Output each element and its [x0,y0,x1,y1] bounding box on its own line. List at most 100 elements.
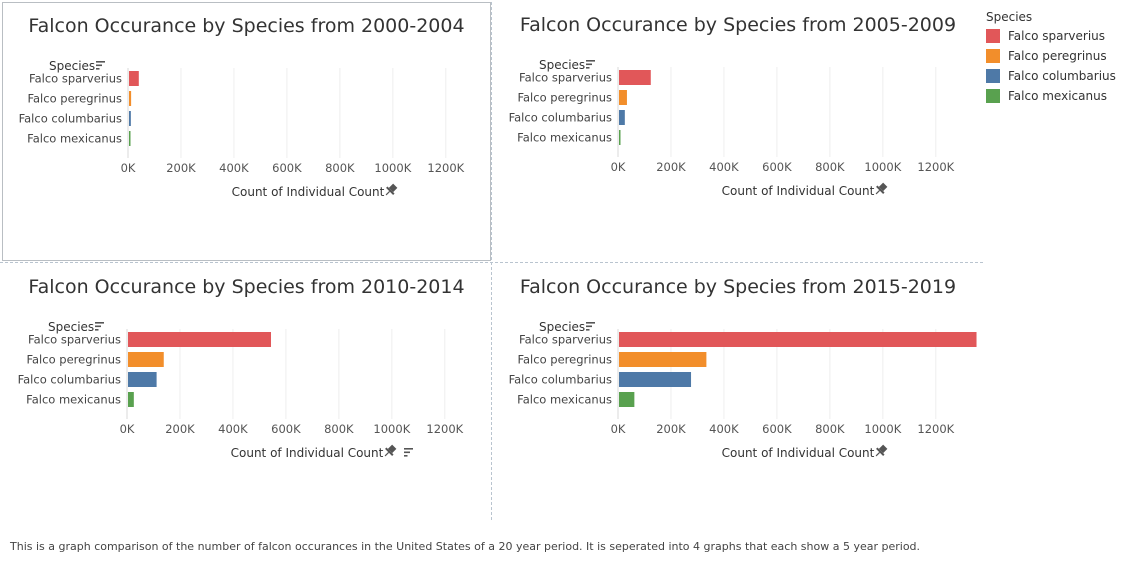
x-tick-label: 1200K [427,161,464,175]
chart-panel-2015-2019[interactable]: Falcon Occurance by Species from 2015-20… [493,264,983,522]
category-label: Falco sparverius [519,333,612,347]
legend-item-columbarius[interactable]: Falco columbarius [986,66,1136,86]
chart-panel-2010-2014[interactable]: Falcon Occurance by Species from 2010-20… [2,264,491,522]
x-tick-label: 0K [611,422,626,436]
x-tick-label: 1200K [917,160,954,174]
category-label: Falco columbarius [509,373,612,387]
x-tick-label: 0K [120,422,135,436]
legend-swatch [986,29,1000,43]
bar [128,352,164,367]
legend-item-peregrinus[interactable]: Falco peregrinus [986,46,1136,66]
x-tick-label: 600K [762,160,792,174]
legend-swatch [986,69,1000,83]
sort-icon [586,322,595,331]
x-tick-label: 400K [219,161,249,175]
bar [619,332,977,347]
category-label: Falco sparverius [519,71,612,85]
chart-title: Falcon Occurance by Species from 2010-20… [28,276,465,298]
category-label: Falco peregrinus [27,92,122,106]
chart-title: Falcon Occurance by Species from 2005-20… [519,14,957,36]
y-axis-title: Species [539,320,585,334]
category-label: Falco mexicanus [517,393,612,407]
pin-icon [385,183,398,196]
x-tick-label: 1000K [373,422,410,436]
bar [129,111,131,126]
category-label: Falco columbarius [509,111,612,125]
x-axis-title: Count of Individual Count [231,446,384,460]
x-tick-label: 1000K [864,160,901,174]
category-label: Falco columbarius [19,112,122,126]
x-tick-label: 200K [166,161,196,175]
x-tick-label: 600K [271,422,301,436]
category-label: Falco peregrinus [517,353,612,367]
x-tick-label: 200K [656,422,686,436]
x-tick-label: 800K [324,422,354,436]
pin-icon [875,444,888,457]
caption-text: This is a graph comparison of the number… [10,540,921,553]
x-tick-label: 400K [218,422,248,436]
legend-label: Falco columbarius [1008,69,1116,83]
bar [128,332,272,347]
y-axis-title: Species [48,320,94,334]
category-label: Falco columbarius [18,373,121,387]
x-tick-label: 0K [121,161,136,175]
category-label: Falco sparverius [28,333,121,347]
x-tick-label: 400K [709,160,739,174]
x-tick-label: 1200K [426,422,463,436]
bar [619,352,707,367]
bar [619,392,635,407]
bar [129,91,132,106]
category-label: Falco mexicanus [517,131,612,145]
y-axis-title: Species [539,58,585,72]
category-label: Falco mexicanus [27,132,122,146]
sort-icon [95,322,104,331]
legend-title: Species [986,10,1033,24]
legend-label: Falco peregrinus [1008,49,1107,63]
legend-item-mexicanus[interactable]: Falco mexicanus [986,86,1136,106]
bar [129,131,131,146]
x-tick-label: 800K [325,161,355,175]
horizontal-divider [0,262,983,263]
legend-swatch [986,89,1000,103]
x-tick-label: 800K [815,160,845,174]
legend-item-sparverius[interactable]: Falco sparverius [986,26,1136,46]
y-axis-title: Species [49,59,95,73]
bar [619,372,692,387]
category-label: Falco peregrinus [26,353,121,367]
legend-swatch [986,49,1000,63]
x-tick-label: 200K [165,422,195,436]
sort-icon [404,448,413,457]
x-tick-label: 200K [656,160,686,174]
x-tick-label: 1000K [374,161,411,175]
bar [619,110,625,125]
x-axis-title: Count of Individual Count [232,185,385,199]
chart-panel-2000-2004[interactable]: Falcon Occurance by Species from 2000-20… [2,2,491,261]
x-tick-label: 600K [272,161,302,175]
x-axis-title: Count of Individual Count [722,446,875,460]
category-label: Falco mexicanus [26,393,121,407]
x-tick-label: 0K [611,160,626,174]
x-tick-label: 800K [815,422,845,436]
chart-title: Falcon Occurance by Species from 2000-20… [28,15,465,37]
legend-label: Falco mexicanus [1008,89,1107,103]
species-legend[interactable]: Species Falco sparverius Falco peregrinu… [986,8,1136,106]
bar [128,392,134,407]
bar [619,70,651,85]
x-axis-title: Count of Individual Count [722,184,875,198]
bar [128,372,157,387]
legend-label: Falco sparverius [1008,29,1106,43]
chart-title: Falcon Occurance by Species from 2015-20… [519,276,957,298]
category-label: Falco peregrinus [517,91,612,105]
vertical-divider [491,2,492,520]
x-tick-label: 600K [762,422,792,436]
category-label: Falco sparverius [29,72,122,86]
pin-icon [875,182,888,195]
sort-icon [586,60,595,69]
sort-icon [96,61,105,70]
bar [619,130,621,145]
bar [619,90,627,105]
chart-panel-2005-2009[interactable]: Falcon Occurance by Species from 2005-20… [493,2,983,261]
